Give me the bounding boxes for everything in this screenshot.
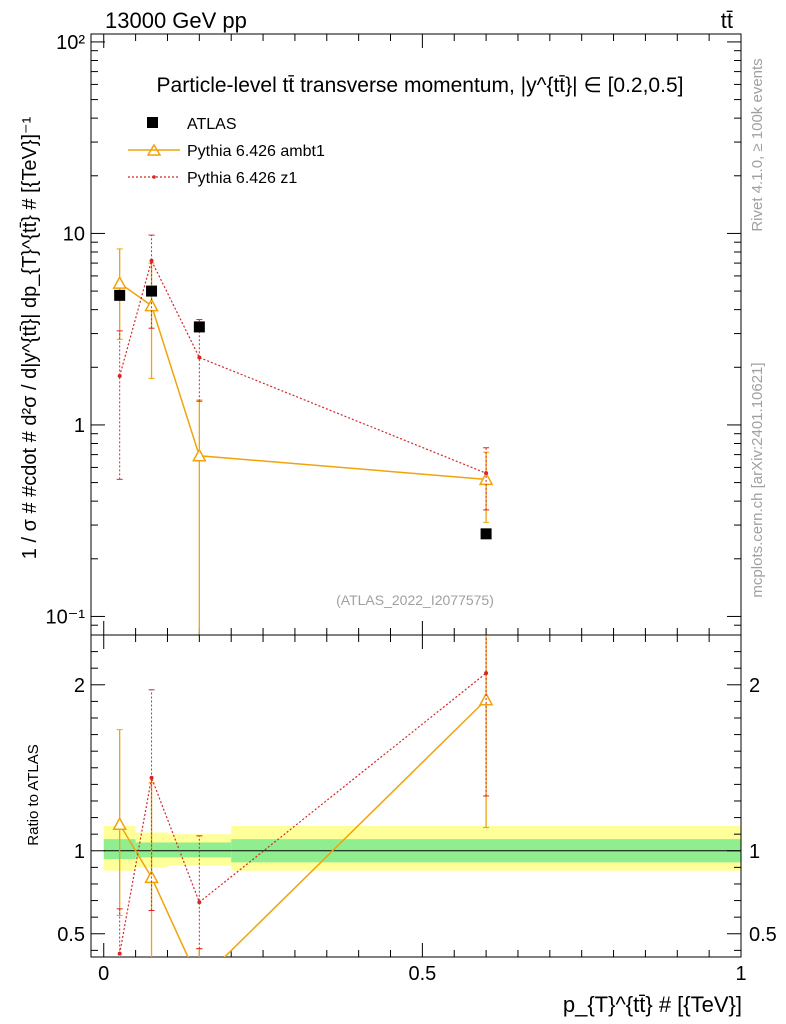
legend: ATLAS Pythia 6.426 ambt1 Pythia 6.426 z1 bbox=[128, 116, 325, 187]
xlabel: p_{T}^{tt̄} # [{TeV}] bbox=[563, 992, 742, 1017]
main-z1-point bbox=[484, 471, 489, 476]
ratio-band-inner bbox=[167, 842, 232, 858]
main-ylabel: 1 / σ # #cdot # d²σ / d|y^{tt̄}| dp_{T}^… bbox=[19, 116, 41, 559]
ratio-ytick-label-right: 0.5 bbox=[749, 924, 777, 946]
ratio-z1-point bbox=[197, 900, 202, 905]
main-ambt1-point bbox=[192, 448, 207, 462]
main-ambt1-series bbox=[112, 248, 494, 635]
ratio-frame bbox=[90, 634, 742, 958]
header-left: 13000 GeV pp bbox=[105, 8, 247, 33]
ratio-ambt1-point bbox=[112, 816, 127, 830]
main-ytick-label: 10 bbox=[63, 223, 85, 245]
ratio-z1-line bbox=[119, 672, 487, 954]
main-ytick-label: 10² bbox=[56, 32, 85, 54]
xtick-label: 1 bbox=[735, 963, 746, 985]
main-atlas-point bbox=[146, 285, 158, 297]
main-z1-point bbox=[149, 258, 154, 263]
rivet-label: Rivet 4.1.0, ≥ 100k events bbox=[749, 58, 766, 231]
ratio-ambt1-series bbox=[112, 635, 494, 987]
main-z1-point bbox=[117, 374, 122, 379]
legend-marker-atlas bbox=[147, 117, 158, 128]
main-ytick-label: 1 bbox=[74, 415, 85, 437]
main-ambt1-line bbox=[119, 282, 487, 481]
legend-marker-z1 bbox=[152, 175, 156, 179]
header-right: tt̄ bbox=[721, 8, 733, 33]
ratio-z1-series bbox=[116, 635, 490, 957]
legend-label-z1: Pythia 6.426 z1 bbox=[187, 170, 297, 187]
main-atlas-point bbox=[114, 289, 126, 301]
legend-label-atlas: ATLAS bbox=[187, 116, 237, 133]
main-ambt1-point bbox=[112, 275, 127, 289]
ratio-ytick-label-right: 2 bbox=[749, 675, 760, 697]
ratio-z1-point bbox=[117, 951, 122, 956]
ratio-ytick-label: 2 bbox=[74, 675, 85, 697]
main-z1-point bbox=[197, 355, 202, 360]
ratio-ytick-label-right: 1 bbox=[749, 841, 760, 863]
ratio-z1-point bbox=[149, 775, 154, 780]
main-atlas-point bbox=[193, 321, 205, 333]
main-panel: 10⁻¹ 1 10 10² bbox=[46, 32, 742, 636]
ratio-ambt1-point bbox=[193, 976, 205, 987]
main-ytick-label: 10⁻¹ bbox=[46, 606, 86, 628]
main-ambt1-point bbox=[144, 298, 159, 312]
main-atlas-point bbox=[480, 528, 492, 540]
ratio-ylabel: Ratio to ATLAS bbox=[25, 744, 42, 845]
ratio-ambt1-line bbox=[119, 699, 487, 957]
main-z1-line bbox=[119, 259, 487, 474]
ratio-panel: 0 0.5 10.5 0.51 12 2 bbox=[57, 634, 777, 987]
chart-title: Particle-level tt̄ transverse momentum, … bbox=[157, 74, 684, 97]
legend-label-ambt1: Pythia 6.426 ambt1 bbox=[187, 143, 325, 160]
ratio-ytick-label: 0.5 bbox=[57, 924, 85, 946]
ratio-z1-point bbox=[484, 671, 489, 676]
main-z1-series bbox=[116, 234, 490, 511]
mcplots-label: mcplots.cern.ch [arXiv:2401.10621] bbox=[749, 362, 766, 597]
legend-marker-ambt1 bbox=[146, 143, 162, 156]
analysis-watermark: (ATLAS_2022_I2077575) bbox=[336, 592, 494, 608]
ratio-ytick-label: 1 bbox=[74, 841, 85, 863]
xtick-label: 0.5 bbox=[408, 963, 436, 985]
xtick-label: 0 bbox=[98, 963, 109, 985]
